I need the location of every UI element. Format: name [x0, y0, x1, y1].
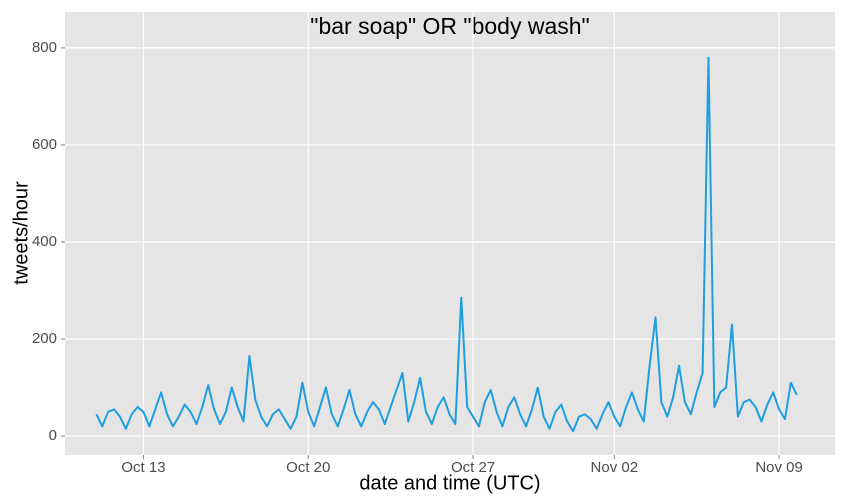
x-tick-label: Oct 13	[121, 459, 165, 476]
chart-title: "bar soap" OR "body wash"	[310, 13, 589, 39]
series-line	[95, 56, 798, 433]
x-tick-label: Nov 09	[755, 459, 803, 476]
y-axis-title: tweets/hour	[10, 181, 32, 285]
y-tick-label: 0	[49, 427, 57, 444]
plot-panel	[65, 12, 835, 455]
y-tick-label: 800	[32, 39, 57, 56]
x-axis-title: date and time (UTC)	[359, 472, 540, 494]
y-tick-label: 600	[32, 136, 57, 153]
x-tick-label: Oct 27	[451, 459, 495, 476]
x-tick-label: Nov 02	[591, 459, 639, 476]
x-tick-label: Oct 20	[286, 459, 330, 476]
y-tick-label: 200	[32, 330, 57, 347]
y-tick-label: 400	[32, 233, 57, 250]
